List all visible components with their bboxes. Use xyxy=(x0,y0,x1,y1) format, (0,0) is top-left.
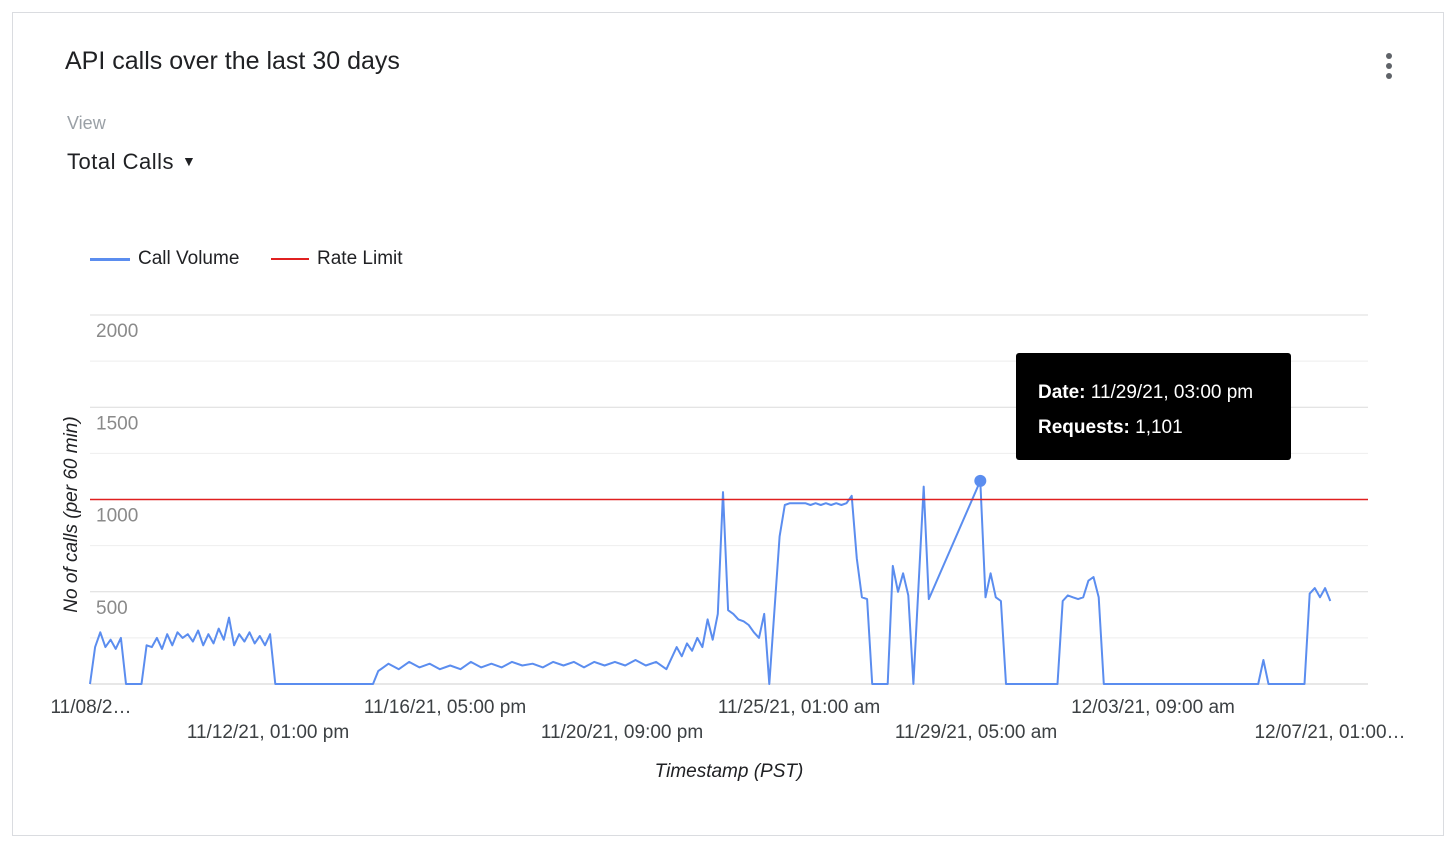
tooltip-requests-value: 1,101 xyxy=(1135,417,1183,438)
y-tick-label: 1500 xyxy=(96,413,138,434)
x-tick-label: 11/25/21, 01:00 am xyxy=(718,697,880,718)
y-tick-label: 2000 xyxy=(96,321,138,342)
caret-down-icon: ▼ xyxy=(181,153,197,169)
x-tick-label: 11/16/21, 05:00 pm xyxy=(364,697,526,718)
legend-swatch-rate-limit xyxy=(271,258,309,260)
y-tick-label: 1000 xyxy=(96,506,138,527)
x-tick-label: 11/20/21, 09:00 pm xyxy=(541,722,703,743)
y-tick-label: 500 xyxy=(96,598,128,619)
legend-label-rate-limit: Rate Limit xyxy=(317,248,403,269)
x-tick-label: 12/07/21, 01:00… xyxy=(1254,722,1405,743)
x-tick-label: 11/08/2… xyxy=(51,697,132,718)
x-tick-label: 12/03/21, 09:00 am xyxy=(1071,697,1235,718)
series-line-call-volume xyxy=(89,479,1332,685)
card-title: API calls over the last 30 days xyxy=(65,47,400,75)
view-dropdown-value: Total Calls xyxy=(67,149,174,174)
more-vert-icon[interactable] xyxy=(1377,53,1401,87)
tooltip-requests-label: Requests: xyxy=(1038,417,1130,438)
x-tick-label: 11/29/21, 05:00 am xyxy=(895,722,1057,743)
y-axis-label: No of calls (per 60 min) xyxy=(61,416,82,612)
legend-label-call-volume: Call Volume xyxy=(138,248,240,269)
view-dropdown[interactable]: Total Calls ▼ xyxy=(67,149,196,175)
menu-dot xyxy=(1386,73,1392,79)
x-tick-label: 11/12/21, 01:00 pm xyxy=(187,722,349,743)
tooltip-requests-row: Requests: 1,101 xyxy=(1038,410,1269,445)
x-axis-label: Timestamp (PST) xyxy=(655,761,804,782)
tooltip-date-row: Date: 11/29/21, 03:00 pm xyxy=(1038,375,1269,410)
view-label: View xyxy=(67,113,106,133)
chart-tooltip: Date: 11/29/21, 03:00 pm Requests: 1,101 xyxy=(1016,353,1291,460)
menu-dot xyxy=(1386,63,1392,69)
menu-dot xyxy=(1386,53,1392,59)
tooltip-date-value: 11/29/21, 03:00 pm xyxy=(1090,382,1254,403)
y-tick-labels: 500 1000 1500 2000 xyxy=(96,321,138,619)
tooltip-date-label: Date: xyxy=(1038,382,1086,403)
legend-item-rate-limit[interactable]: Rate Limit xyxy=(271,248,403,270)
legend-swatch-call-volume xyxy=(90,257,130,261)
x-tick-labels: 11/08/2… 11/12/21, 01:00 pm 11/16/21, 05:0… xyxy=(51,697,1406,743)
highlighted-data-point xyxy=(974,474,987,487)
legend-item-call-volume[interactable]: Call Volume xyxy=(90,248,239,270)
